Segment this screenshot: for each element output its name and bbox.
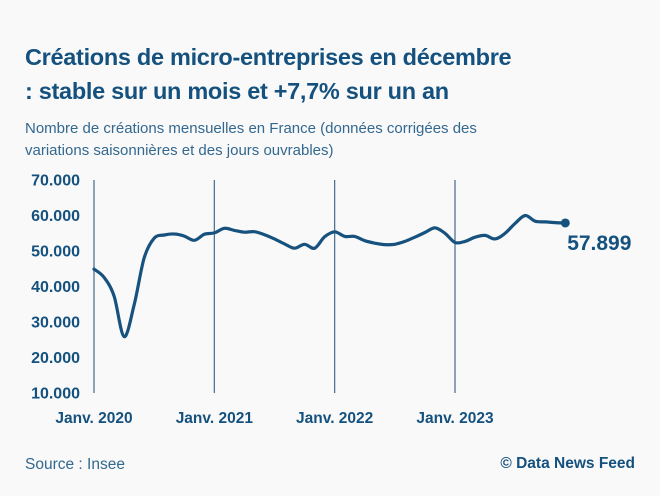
x-tick-label: Janv. 2021: [176, 410, 254, 427]
year-gridlines: [93, 180, 456, 393]
y-tick-label: 70.000: [31, 173, 80, 190]
x-tick-label: Janv. 2020: [55, 410, 132, 427]
subtitle-line-2: variations saisonnières et des jours ouv…: [25, 141, 334, 159]
y-axis-tick-labels: 70.000 60.000 50.000 40.000 30.000 20.000 10.0…: [31, 173, 80, 403]
x-tick-label: Janv. 2022: [296, 410, 373, 427]
series-end-value-label: 57.899: [567, 232, 631, 255]
series-end-dot: [560, 218, 570, 228]
title-line-2: : stable sur un mois et +7,7% sur un an: [25, 77, 449, 104]
y-tick-label: 60.000: [31, 208, 80, 225]
y-tick-label: 50.000: [31, 244, 80, 261]
title-line-1: Créations de micro-entreprises en décemb…: [25, 43, 512, 70]
series-line: [92, 213, 567, 339]
chart-subtitle: Nombre de créations mensuelles en France…: [25, 118, 477, 161]
copyright-brand: © Data News Feed: [500, 455, 635, 472]
creations-line-chart: 70.000 60.000 50.000 40.000 30.000 20.000 10.0…: [31, 173, 631, 428]
y-tick-label: 30.000: [31, 315, 80, 332]
y-tick-label: 10.000: [31, 386, 80, 403]
y-tick-label: 40.000: [31, 279, 80, 296]
page-title: Créations de micro-entreprises en décemb…: [25, 40, 512, 108]
source-note: Source : Insee: [25, 456, 125, 473]
y-tick-label: 20.000: [31, 350, 80, 367]
x-tick-label: Janv. 2023: [416, 410, 494, 427]
subtitle-line-1: Nombre de créations mensuelles en France…: [25, 120, 477, 137]
x-axis-tick-labels: Janv. 2020 Janv. 2021 Janv. 2022 Janv. 2023: [55, 410, 494, 427]
